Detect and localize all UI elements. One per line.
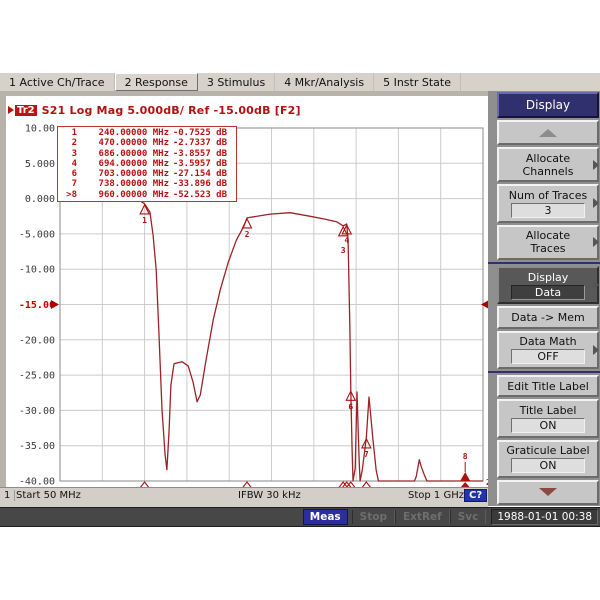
y-axis-tick: -10.00 — [19, 265, 55, 276]
trace-header[interactable]: Tr2 S21 Log Mag 5.000dB/ Ref -15.00dB [F… — [8, 103, 301, 117]
marker-row: 3 686.00000 MHz -3.8557 dB — [71, 148, 227, 159]
scroll-up-button[interactable] — [497, 120, 599, 145]
softkey-data-math[interactable]: Data Math OFF — [497, 330, 599, 369]
softkey-num-of-traces[interactable]: Num of Traces 3 — [497, 184, 599, 223]
y-axis-tick: -40.00 — [19, 477, 55, 488]
submenu-arrow-icon — [593, 237, 599, 248]
submenu-arrow-icon — [593, 159, 599, 170]
softkey-allocate-traces[interactable]: Allocate Traces — [497, 224, 599, 260]
graticule-label-value: ON — [511, 458, 585, 474]
y-axis-tick: -20.00 — [19, 335, 55, 346]
menu-stimulus[interactable]: 3 Stimulus — [198, 73, 276, 91]
marker-row: 4 694.00000 MHz -3.5957 dB — [71, 158, 227, 169]
active-trace-arrow-icon — [8, 106, 14, 114]
softkey-data-to-mem[interactable]: Data -> Mem — [497, 306, 599, 329]
y-axis-tick: 0.000 — [25, 194, 55, 205]
datetime-display: 1988-01-01 00:38 — [491, 509, 598, 525]
title-label-value: ON — [511, 417, 585, 433]
softkey-separator — [488, 370, 600, 373]
marker-icon — [337, 225, 349, 237]
ref-level-arrow-right — [481, 300, 489, 309]
menu-instr-state[interactable]: 5 Instr State — [374, 73, 461, 91]
triangle-up-icon — [539, 128, 557, 137]
marker-icon — [139, 203, 150, 215]
s21-trace — [59, 198, 483, 482]
marker-icon — [360, 437, 372, 449]
marker-number: 6 — [348, 402, 353, 411]
triangle-down-icon — [539, 488, 557, 497]
num-of-traces-value: 3 — [511, 202, 585, 218]
menu-active-ch-trace[interactable]: 1 Active Ch/Trace — [0, 73, 115, 91]
stimulus-bar: 1 Start 50 MHz IFBW 30 kHz Stop 1 GHz C? — [0, 487, 488, 507]
marker-icon — [241, 217, 253, 229]
softkey-panel: Display Allocate Channels Num of Traces … — [488, 91, 600, 506]
display-data-value: Data — [511, 284, 585, 300]
marker-row: 7 738.00000 MHz -33.896 dB — [71, 179, 227, 190]
stop-frequency[interactable]: Stop 1 GHz — [408, 490, 464, 501]
menu-response[interactable]: 2 Response — [114, 73, 198, 91]
softkey-separator — [488, 261, 600, 264]
menu-mkr-analysis[interactable]: 4 Mkr/Analysis — [275, 73, 375, 91]
submenu-arrow-icon — [593, 280, 599, 291]
softkey-graticule-label[interactable]: Graticule Label ON — [497, 439, 599, 478]
softkey-menu-title: Display — [497, 92, 599, 118]
channel-number: 1 — [2, 490, 16, 501]
softkey-title-label[interactable]: Title Label ON — [497, 399, 599, 438]
y-axis-tick: -25.00 — [19, 371, 55, 382]
status-bar: Meas Stop ExtRef Svc 1988-01-01 00:38 — [0, 507, 600, 527]
marker-row: >8 960.00000 MHz -52.523 dB — [66, 189, 227, 200]
y-axis-tick: 5.000 — [25, 159, 55, 170]
trace-badge: Tr2 — [15, 104, 37, 116]
data-math-value: OFF — [511, 349, 585, 365]
start-frequency[interactable]: Start 50 MHz — [16, 490, 81, 501]
marker-table: 1 240.00000 MHz -0.7525 dB 2 470.00000 MHz -… — [57, 126, 237, 203]
marker-number: 3 — [341, 246, 346, 255]
trace-format-text: S21 Log Mag 5.000dB/ Ref -15.00dB [F2] — [41, 103, 301, 117]
extref-status-label: ExtRef — [394, 510, 450, 524]
marker-number: 1 — [142, 216, 147, 225]
softkey-edit-title-label[interactable]: Edit Title Label — [497, 374, 599, 398]
marker-icon — [345, 390, 357, 401]
y-axis-tick: 10.00 — [25, 124, 55, 135]
stop-status-label: Stop — [351, 510, 395, 524]
marker-number: 4 — [344, 236, 349, 245]
active-marker-icon — [460, 472, 471, 481]
menu-bar: 1 Active Ch/Trace 2 Response 3 Stimulus … — [0, 73, 600, 92]
softkey-display-data[interactable]: Display Data — [497, 265, 599, 305]
y-axis-tick: -5.000 — [19, 229, 55, 240]
marker-number: 7 — [364, 450, 369, 459]
submenu-arrow-icon — [593, 344, 599, 355]
ref-level-arrow-left — [51, 300, 59, 309]
marker-row: 2 470.00000 MHz -2.7337 dB — [71, 138, 227, 149]
scroll-down-button[interactable] — [497, 479, 599, 505]
softkey-allocate-channels[interactable]: Allocate Channels — [497, 147, 599, 183]
s21-chart: 10.00 5.000 0.000 -5.000 -10.00 -15.00 -20.00 -… — [19, 124, 491, 490]
marker-number: 2 — [245, 230, 250, 239]
y-axis-tick: -30.00 — [19, 406, 55, 417]
meas-status-badge: Meas — [302, 509, 348, 525]
submenu-arrow-icon — [593, 198, 599, 209]
y-axis-tick: -35.00 — [19, 441, 55, 452]
y-axis-tick: -15.00 — [19, 300, 55, 311]
marker-row: 6 703.00000 MHz -27.154 dB — [71, 169, 227, 180]
svc-status-label: Svc — [449, 510, 487, 524]
ifbw-value[interactable]: IFBW 30 kHz — [238, 490, 301, 501]
correction-status-badge: C? — [464, 489, 488, 502]
marker-row: 1 240.00000 MHz -0.7525 dB — [71, 128, 227, 138]
marker-number: 8 — [463, 452, 468, 461]
